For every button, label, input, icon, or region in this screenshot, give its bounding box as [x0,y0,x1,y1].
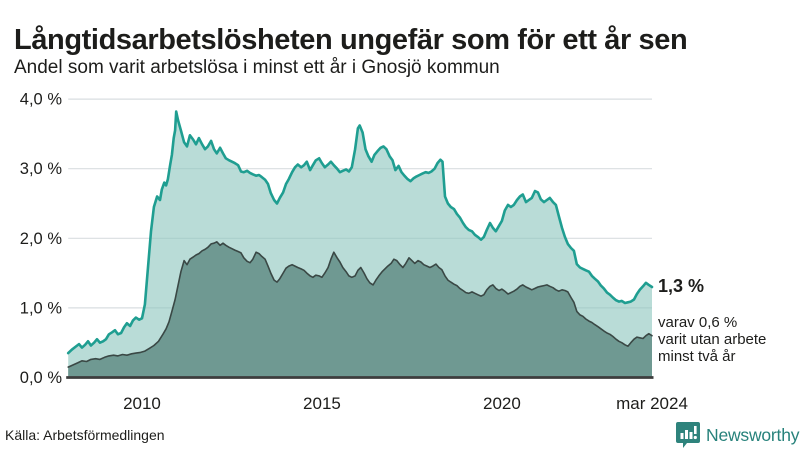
y-tick-label: 1,0 % [20,299,63,317]
series-line [67,241,653,368]
newsworthy-logo-icon [676,422,700,448]
y-tick-label: 3,0 % [20,160,63,178]
chart-series [66,110,654,378]
x-tick-label: 2010 [123,394,161,413]
secondary-value-note: varav 0,6 % varit utan arbete minst två … [658,314,766,365]
page-title: Långtidsarbetslösheten ungefär som för e… [14,24,688,57]
y-tick-label: 4,0 % [20,91,63,109]
note-line-2: varit utan arbete [658,331,767,348]
source-credit: Källa: Arbetsförmedlingen [5,427,165,443]
x-tick-label: 2015 [303,394,341,413]
x-tick-label: mar 2024 [616,394,688,413]
y-tick-label: 2,0 % [20,230,63,248]
newsworthy-brand: Newsworthy [676,422,800,448]
y-tick-label: 0,0 % [20,369,63,387]
series-area [68,241,652,378]
note-line-3: minst två år [658,348,736,365]
x-tick-label: 2020 [483,394,521,413]
series-line [66,110,654,355]
axis-labels: 4,0 % 3,0 % 2,0 % 1,0 % 0,0 % 2010 2015 2020 mar… [20,91,688,413]
note-line-1: varav 0,6 % [658,314,738,331]
latest-value-label: 1,3 % [658,276,705,296]
chart-subtitle: Andel som varit arbetslösa i minst ett å… [14,57,500,78]
newsworthy-brand-name: Newsworthy [706,424,800,445]
